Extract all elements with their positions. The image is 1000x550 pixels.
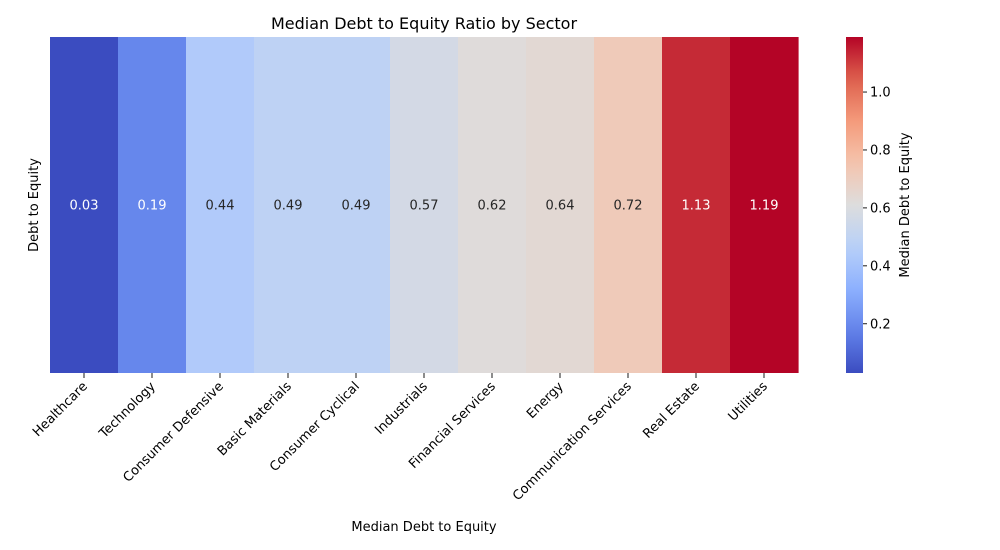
heatmap-cell-consumer-cyclical	[322, 37, 391, 373]
heatmap-cells	[50, 37, 799, 373]
heatmap-cell-real-estate	[662, 37, 731, 373]
colorbar	[846, 37, 863, 373]
heatmap-cell-utilities	[730, 37, 799, 373]
cell-value-label: 0.49	[274, 199, 303, 214]
chart-title: Median Debt to Equity Ratio by Sector	[271, 14, 578, 33]
cell-value-label: 0.64	[546, 199, 575, 214]
x-tick-label: Utilities	[726, 379, 771, 424]
cell-value-label: 0.19	[138, 199, 167, 214]
heatmap-cell-healthcare	[50, 37, 119, 373]
colorbar-tick-label: 0.4	[870, 259, 891, 274]
heatmap-cell-basic-materials	[254, 37, 323, 373]
cell-value-label: 1.13	[682, 199, 711, 214]
colorbar-tick-label: 1.0	[870, 86, 891, 101]
x-tick-label: Communication Services	[510, 379, 635, 504]
heatmap-cell-energy	[526, 37, 595, 373]
cell-value-label: 0.72	[614, 199, 643, 214]
cell-value-label: 0.57	[410, 199, 439, 214]
cell-value-label: 0.62	[478, 199, 507, 214]
colorbar-tick-label: 0.2	[870, 317, 891, 332]
cell-value-label: 0.44	[206, 199, 235, 214]
cell-value-label: 1.19	[750, 199, 779, 214]
x-axis-label: Median Debt to Equity	[351, 520, 497, 535]
heatmap-cell-technology	[118, 37, 187, 373]
x-tick-label: Energy	[524, 379, 567, 422]
colorbar-tick-label: 0.8	[870, 143, 891, 158]
x-tick-label: Industrials	[372, 379, 431, 438]
heatmap-cell-consumer-defensive	[186, 37, 255, 373]
cell-value-labels: 0.03 0.19 0.44 0.49 0.49 0.57 0.62 0.64 0.72 1.13…	[70, 199, 779, 214]
colorbar-label: Median Debt to Equity	[898, 132, 913, 278]
cell-value-label: 0.49	[342, 199, 371, 214]
colorbar-ticks: 0.2 0.4 0.6 0.8 1.0	[863, 86, 891, 332]
heatmap-cell-financial-services	[458, 37, 527, 373]
y-axis-label: Debt to Equity	[27, 158, 42, 252]
colorbar-tick-label: 0.6	[870, 201, 891, 216]
x-tick-label: Healthcare	[30, 379, 91, 440]
cell-value-label: 0.03	[70, 199, 99, 214]
x-tick-label: Real Estate	[640, 379, 702, 441]
heatmap-cell-communication-services	[594, 37, 663, 373]
heatmap-cell-industrials	[390, 37, 459, 373]
x-tick-label: Technology	[96, 379, 159, 442]
